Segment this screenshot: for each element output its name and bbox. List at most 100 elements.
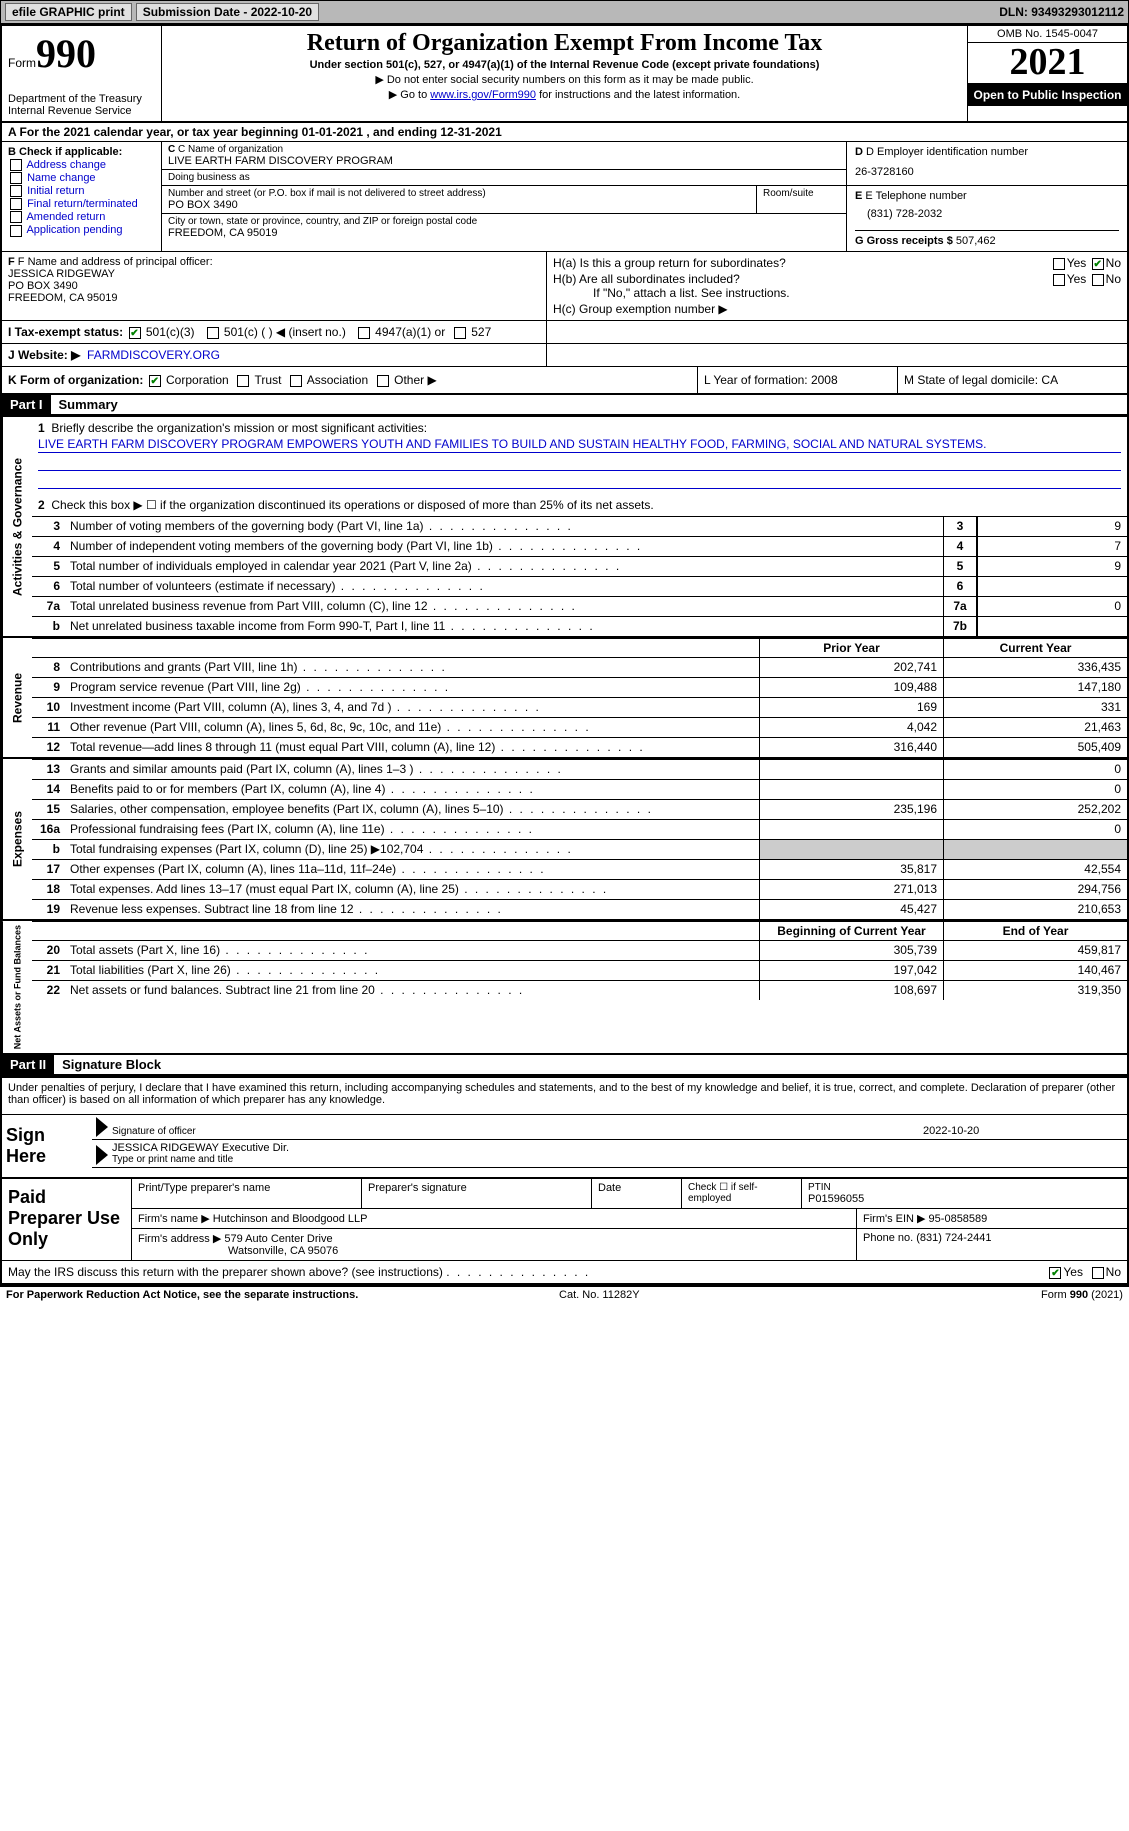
chk-501c[interactable] xyxy=(207,327,219,339)
phone-label: E E Telephone number xyxy=(855,190,1119,202)
city-label: City or town, state or province, country… xyxy=(162,214,846,227)
cat-no: Cat. No. 11282Y xyxy=(559,1289,640,1301)
irs-link[interactable]: www.irs.gov/Form990 xyxy=(430,89,536,101)
summary-line-5: 5Total number of individuals employed in… xyxy=(32,556,1127,576)
prep-date-hdr: Date xyxy=(592,1179,682,1208)
summary-line-20: 20Total assets (Part X, line 16)305,7394… xyxy=(32,940,1127,960)
chk-amended-return[interactable]: Amended return xyxy=(8,211,155,223)
chk-trust[interactable] xyxy=(237,375,249,387)
summary-line-6: 6Total number of volunteers (estimate if… xyxy=(32,576,1127,596)
col-begin-year: Beginning of Current Year xyxy=(759,922,943,940)
ha-label: H(a) Is this a group return for subordin… xyxy=(553,256,1051,270)
col-current-year: Current Year xyxy=(943,639,1127,657)
form-title: Return of Organization Exempt From Incom… xyxy=(168,30,961,57)
chk-501c3[interactable] xyxy=(129,327,141,339)
gross-receipts: G Gross receipts $ 507,462 xyxy=(855,230,1119,247)
prep-sig-hdr: Preparer's signature xyxy=(362,1179,592,1208)
summary-line-14: 14Benefits paid to or for members (Part … xyxy=(32,779,1127,799)
chk-address-change[interactable]: Address change xyxy=(8,159,155,171)
summary-line-21: 21Total liabilities (Part X, line 26)197… xyxy=(32,960,1127,980)
state-domicile: M State of legal domicile: CA xyxy=(897,367,1127,393)
ptin-value: P01596055 xyxy=(808,1193,1121,1205)
summary-line-12: 12Total revenue—add lines 8 through 11 (… xyxy=(32,737,1127,757)
ptin-label: PTIN xyxy=(808,1182,1121,1193)
mission-label: Briefly describe the organization's miss… xyxy=(51,421,427,435)
form-number: Form990 xyxy=(8,30,155,77)
vtab-revenue: Revenue xyxy=(2,638,32,757)
room-label: Room/suite xyxy=(757,186,846,199)
sig-officer-label: Signature of officer xyxy=(112,1126,923,1137)
summary-line-11: 11Other revenue (Part VIII, column (A), … xyxy=(32,717,1127,737)
form-990-footer: Form 990 (2021) xyxy=(1041,1289,1123,1301)
col-prior-year: Prior Year xyxy=(759,639,943,657)
firm-addr1: 579 Auto Center Drive xyxy=(224,1233,332,1245)
firm-addr-label: Firm's address ▶ xyxy=(138,1233,221,1245)
sign-here-label: Sign Here xyxy=(2,1115,92,1177)
hb-yes[interactable]: Yes No xyxy=(1051,272,1121,286)
discuss-question: May the IRS discuss this return with the… xyxy=(8,1265,1047,1279)
website-value[interactable]: FARMDISCOVERY.ORG xyxy=(87,348,220,362)
col-end-year: End of Year xyxy=(943,922,1127,940)
chk-4947[interactable] xyxy=(358,327,370,339)
dba-label: Doing business as xyxy=(162,169,846,183)
summary-line-13: 13Grants and similar amounts paid (Part … xyxy=(32,759,1127,779)
line2-text: Check this box ▶ ☐ if the organization d… xyxy=(51,498,653,512)
tax-exempt-row: I Tax-exempt status: 501(c)(3) 501(c) ( … xyxy=(2,321,547,343)
form-990-container: Form990 Department of the Treasury Inter… xyxy=(0,24,1129,1285)
chk-initial-return[interactable]: Initial return xyxy=(8,185,155,197)
summary-line-17: 17Other expenses (Part IX, column (A), l… xyxy=(32,859,1127,879)
discuss-yes-no[interactable]: Yes No xyxy=(1047,1265,1121,1279)
phone-value: (831) 728-2032 xyxy=(867,208,1119,220)
submission-date-button[interactable]: Submission Date - 2022-10-20 xyxy=(136,3,319,21)
goto-note: ▶ Go to www.irs.gov/Form990 for instruct… xyxy=(168,88,961,101)
signature-declaration: Under penalties of perjury, I declare th… xyxy=(2,1076,1127,1110)
firm-name: Hutchinson and Bloodgood LLP xyxy=(213,1213,368,1225)
sig-name-title: JESSICA RIDGEWAY Executive Dir. xyxy=(112,1142,1123,1154)
hc-label: H(c) Group exemption number ▶ xyxy=(553,302,1121,316)
firm-addr2: Watsonville, CA 95076 xyxy=(228,1245,338,1257)
dba-value xyxy=(162,183,846,185)
ha-yes[interactable]: Yes No xyxy=(1051,256,1121,270)
street-label: Number and street (or P.O. box if mail i… xyxy=(162,186,756,199)
vtab-netassets: Net Assets or Fund Balances xyxy=(2,921,32,1053)
org-name: LIVE EARTH FARM DISCOVERY PROGRAM xyxy=(162,155,846,169)
summary-line-18: 18Total expenses. Add lines 13–17 (must … xyxy=(32,879,1127,899)
chk-corporation[interactable] xyxy=(149,375,161,387)
chk-application-pending[interactable]: Application pending xyxy=(8,224,155,236)
prep-selfemp-hdr: Check ☐ if self-employed xyxy=(682,1179,802,1208)
irs-label: Internal Revenue Service xyxy=(8,105,155,117)
sig-arrow-icon-2 xyxy=(96,1145,108,1165)
chk-other[interactable] xyxy=(377,375,389,387)
mission-text: LIVE EARTH FARM DISCOVERY PROGRAM EMPOWE… xyxy=(38,437,1121,453)
firm-ein: Firm's EIN ▶ 95-0858589 xyxy=(857,1209,1127,1228)
chk-name-change[interactable]: Name change xyxy=(8,172,155,184)
summary-line-8: 8Contributions and grants (Part VIII, li… xyxy=(32,657,1127,677)
org-name-label: C C Name of organization xyxy=(162,142,846,155)
part1-title: Summary xyxy=(51,395,126,414)
chk-527[interactable] xyxy=(454,327,466,339)
summary-line-10: 10Investment income (Part VIII, column (… xyxy=(32,697,1127,717)
top-toolbar: efile GRAPHIC print Submission Date - 20… xyxy=(0,0,1129,24)
chk-association[interactable] xyxy=(290,375,302,387)
officer-label: F F Name and address of principal office… xyxy=(8,256,540,268)
open-to-public: Open to Public Inspection xyxy=(968,84,1127,106)
hb-label: H(b) Are all subordinates included? xyxy=(553,272,1051,286)
summary-line-16a: 16aProfessional fundraising fees (Part I… xyxy=(32,819,1127,839)
part1-header: Part I xyxy=(2,395,51,414)
paperwork-notice: For Paperwork Reduction Act Notice, see … xyxy=(6,1289,358,1301)
firm-name-label: Firm's name ▶ xyxy=(138,1213,210,1225)
paid-preparer-label: Paid Preparer Use Only xyxy=(2,1179,132,1260)
calendar-year-row: A For the 2021 calendar year, or tax yea… xyxy=(2,123,1127,142)
form-subtitle: Under section 501(c), 527, or 4947(a)(1)… xyxy=(168,59,961,71)
summary-line-3: 3Number of voting members of the governi… xyxy=(32,516,1127,536)
ein-value: 26-3728160 xyxy=(855,166,1119,178)
summary-line-9: 9Program service revenue (Part VIII, lin… xyxy=(32,677,1127,697)
dept-treasury: Department of the Treasury xyxy=(8,93,155,105)
summary-line-4: 4Number of independent voting members of… xyxy=(32,536,1127,556)
vtab-expenses: Expenses xyxy=(2,759,32,919)
chk-final-return[interactable]: Final return/terminated xyxy=(8,198,155,210)
tax-year: 2021 xyxy=(968,43,1127,84)
summary-line-22: 22Net assets or fund balances. Subtract … xyxy=(32,980,1127,1000)
officer-name: JESSICA RIDGEWAY xyxy=(8,268,540,280)
efile-print-button[interactable]: efile GRAPHIC print xyxy=(5,3,132,21)
